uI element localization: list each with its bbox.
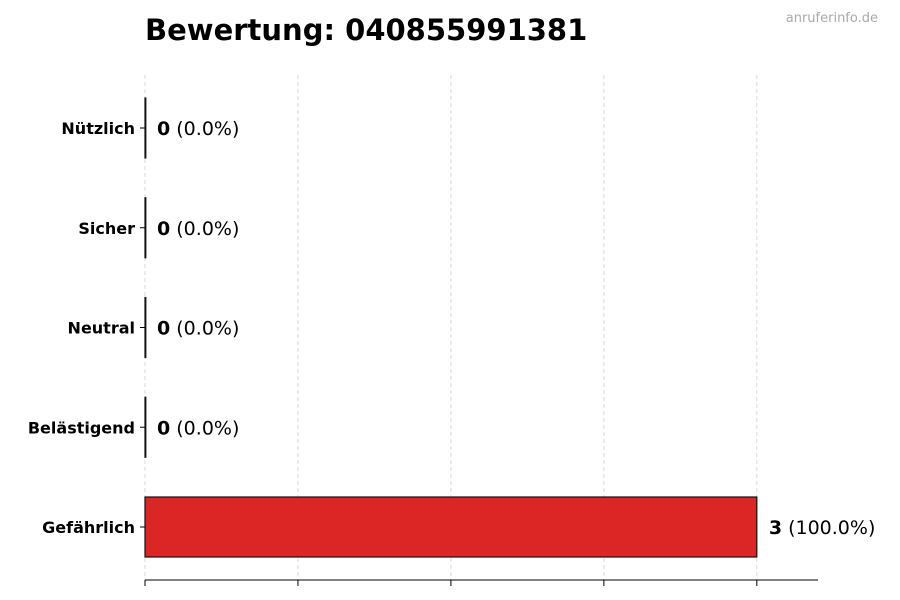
category-label: Gefährlich: [42, 518, 135, 537]
chart-title: Bewertung: 040855991381: [145, 13, 587, 47]
bar: [144, 197, 147, 259]
value-count: 0: [157, 118, 170, 140]
category-label: Neutral: [68, 319, 135, 338]
value-percent: (0.0%): [170, 417, 239, 439]
value-label: 0 (0.0%): [157, 118, 239, 140]
value-label: 0 (0.0%): [157, 218, 239, 240]
value-percent: (0.0%): [170, 318, 239, 340]
bar: [144, 97, 147, 159]
value-count: 0: [157, 417, 170, 439]
value-percent: (100.0%): [782, 517, 875, 539]
value-percent: (0.0%): [170, 218, 239, 240]
value-count: 0: [157, 218, 170, 240]
value-label: 0 (0.0%): [157, 318, 239, 340]
value-count: 3: [769, 517, 782, 539]
value-count: 0: [157, 318, 170, 340]
bar: [144, 396, 147, 458]
value-percent: (0.0%): [170, 118, 239, 140]
category-label: Sicher: [78, 219, 135, 238]
value-label: 3 (100.0%): [769, 517, 876, 539]
watermark: anruferinfo.de: [786, 11, 878, 26]
bar: [144, 496, 758, 558]
value-label: 0 (0.0%): [157, 417, 239, 439]
category-label: Belästigend: [28, 418, 135, 437]
bar: [144, 296, 147, 359]
category-label: Nützlich: [61, 119, 135, 138]
